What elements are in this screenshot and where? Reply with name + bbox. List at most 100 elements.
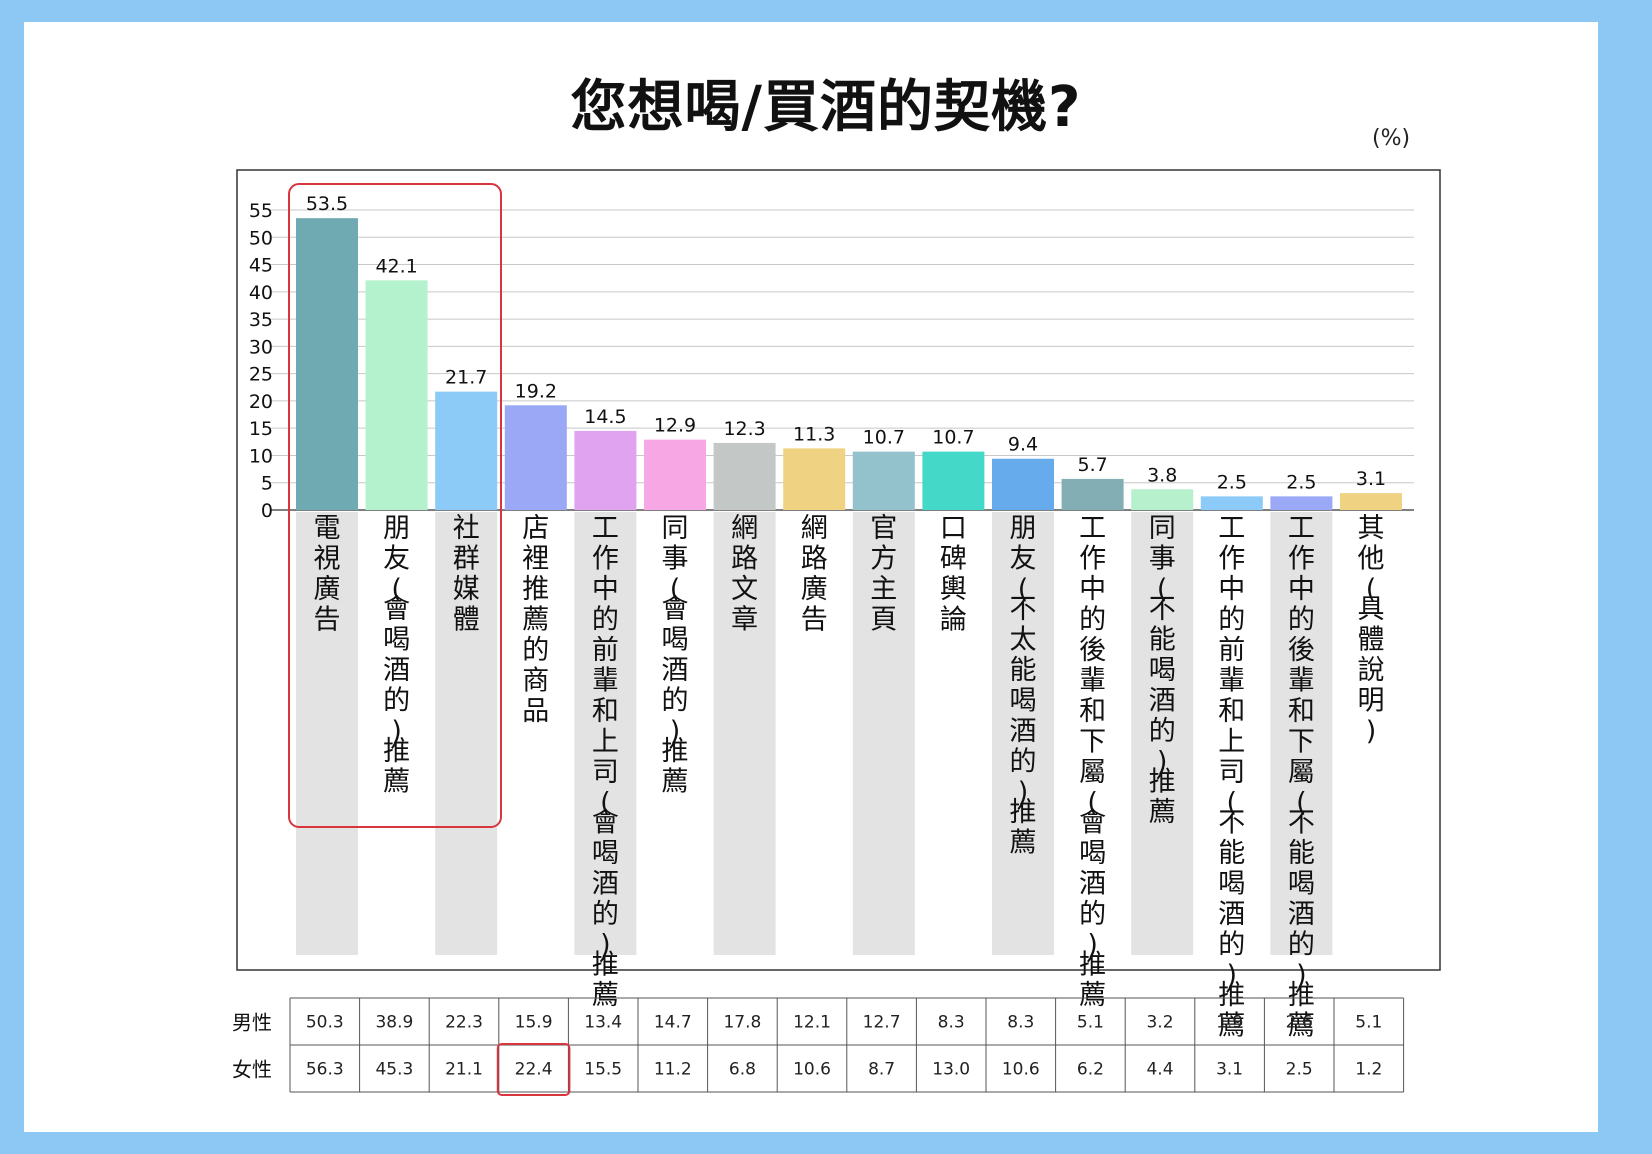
category-char: (: [1227, 788, 1238, 819]
category-char: 商: [522, 666, 549, 697]
bar: [574, 430, 637, 510]
table-cell: 2.6: [1286, 1013, 1313, 1033]
category-char: 酒: [1288, 899, 1315, 930]
y-tick-label: 40: [249, 282, 273, 304]
category-char: 碑: [940, 544, 967, 575]
category-char: 工: [1079, 513, 1106, 544]
bar: [365, 280, 428, 510]
category-char: 能: [1149, 625, 1176, 656]
category-label: 工作中的後輩和下屬(會喝酒的)推薦: [1079, 513, 1106, 1011]
category-char: 的: [1218, 605, 1245, 636]
table-cell: 15.9: [515, 1013, 553, 1033]
table-cell: 6.8: [729, 1060, 756, 1080]
category-char: 屬: [1079, 757, 1106, 788]
category-char: 路: [731, 544, 758, 575]
bar: [992, 458, 1054, 510]
value-label: 11.3: [793, 423, 835, 445]
value-label: 14.5: [584, 406, 626, 428]
table-cell: 11.2: [654, 1060, 692, 1080]
category-char: 不: [1288, 808, 1315, 839]
category-char: 網: [801, 513, 828, 544]
category-char: ): [1296, 960, 1307, 991]
category-char: 能: [1010, 655, 1037, 686]
plot-frame: [236, 169, 1441, 971]
category-char: 的: [1079, 899, 1106, 930]
category-char: 的: [592, 605, 619, 636]
category-char: 章: [731, 605, 758, 636]
category-label: 店裡推薦的商品: [522, 513, 549, 727]
value-label: 2.5: [1286, 471, 1316, 493]
value-label: 19.2: [515, 380, 557, 402]
category-char: 和: [1218, 696, 1245, 727]
bar: [922, 451, 985, 510]
category-char: 朋: [383, 513, 410, 544]
category-char: (: [1087, 788, 1098, 819]
category-char: 輩: [1079, 666, 1106, 697]
category-char: 文: [731, 574, 758, 605]
table-cell: 1.2: [1355, 1060, 1382, 1080]
category-label: 同事(會喝酒的)推薦: [662, 513, 689, 798]
category-char: 體: [1358, 625, 1385, 656]
table-cell: 3.1: [1216, 1060, 1243, 1080]
category-char: 酒: [1079, 869, 1106, 900]
unit-label: (%): [1372, 126, 1411, 151]
table-cell: 5.1: [1077, 1013, 1104, 1033]
value-label: 10.7: [932, 427, 974, 449]
category-char: 薦: [383, 767, 410, 798]
category-char: 薦: [1149, 797, 1176, 828]
category-char: 喝: [592, 838, 619, 869]
category-char: (: [391, 574, 402, 605]
category-label: 工作中的後輩和下屬(不能喝酒的)推薦: [1288, 513, 1315, 1042]
category-char: ): [600, 930, 611, 961]
category-char: 作: [592, 544, 619, 575]
category-char: 明: [1358, 686, 1385, 717]
category-char: 不: [1218, 808, 1245, 839]
category-char: 酒: [1010, 716, 1037, 747]
category-label: 社群媒體: [453, 513, 480, 636]
category-label: 網路廣告: [801, 513, 828, 636]
category-char: 司: [592, 757, 619, 788]
category-char: 輩: [592, 666, 619, 697]
column-band: [992, 512, 1054, 955]
category-char: 太: [1010, 625, 1037, 656]
y-tick-label: 45: [249, 255, 273, 277]
y-tick-label: 25: [249, 364, 273, 386]
category-char: 後: [1079, 635, 1106, 666]
category-label: 朋友(會喝酒的)推薦: [383, 513, 410, 798]
table-row-header: 女性: [232, 1058, 272, 1082]
category-char: 的: [1010, 747, 1037, 778]
category-char: 薦: [662, 767, 689, 798]
category-char: 推: [1149, 767, 1176, 798]
category-label: 朋友(不太能喝酒的)推薦: [1010, 513, 1037, 859]
category-char: 頁: [870, 605, 897, 636]
category-char: 品: [522, 696, 549, 727]
category-char: ): [1087, 930, 1098, 961]
category-char: 事: [1149, 544, 1176, 575]
category-char: 的: [1149, 716, 1176, 747]
column-band: [852, 512, 915, 955]
table-cell: 22.4: [515, 1060, 553, 1080]
category-char: 群: [453, 544, 480, 575]
value-label: 10.7: [863, 427, 905, 449]
table-cell: 14.7: [654, 1013, 692, 1033]
table-cell: 8.3: [1007, 1013, 1034, 1033]
table-cell: 3.2: [1146, 1013, 1173, 1033]
column-band: [1270, 512, 1333, 955]
table-cell: 15.5: [584, 1060, 622, 1080]
category-char: (: [670, 574, 681, 605]
category-char: 朋: [1010, 513, 1037, 544]
category-char: 前: [1218, 635, 1245, 666]
y-tick-label: 15: [249, 418, 273, 440]
category-char: 推: [1218, 980, 1245, 1011]
category-label: 口碑輿論: [940, 513, 967, 636]
chart-title: 您想喝/買酒的契機?: [570, 75, 1082, 140]
category-char: 工: [592, 513, 619, 544]
value-label: 53.5: [306, 193, 348, 215]
category-char: 會: [592, 808, 619, 839]
category-char: 社: [453, 513, 480, 544]
column-band: [713, 512, 776, 955]
category-char: 會: [1079, 808, 1106, 839]
category-char: 和: [592, 696, 619, 727]
category-char: 上: [1218, 727, 1245, 758]
